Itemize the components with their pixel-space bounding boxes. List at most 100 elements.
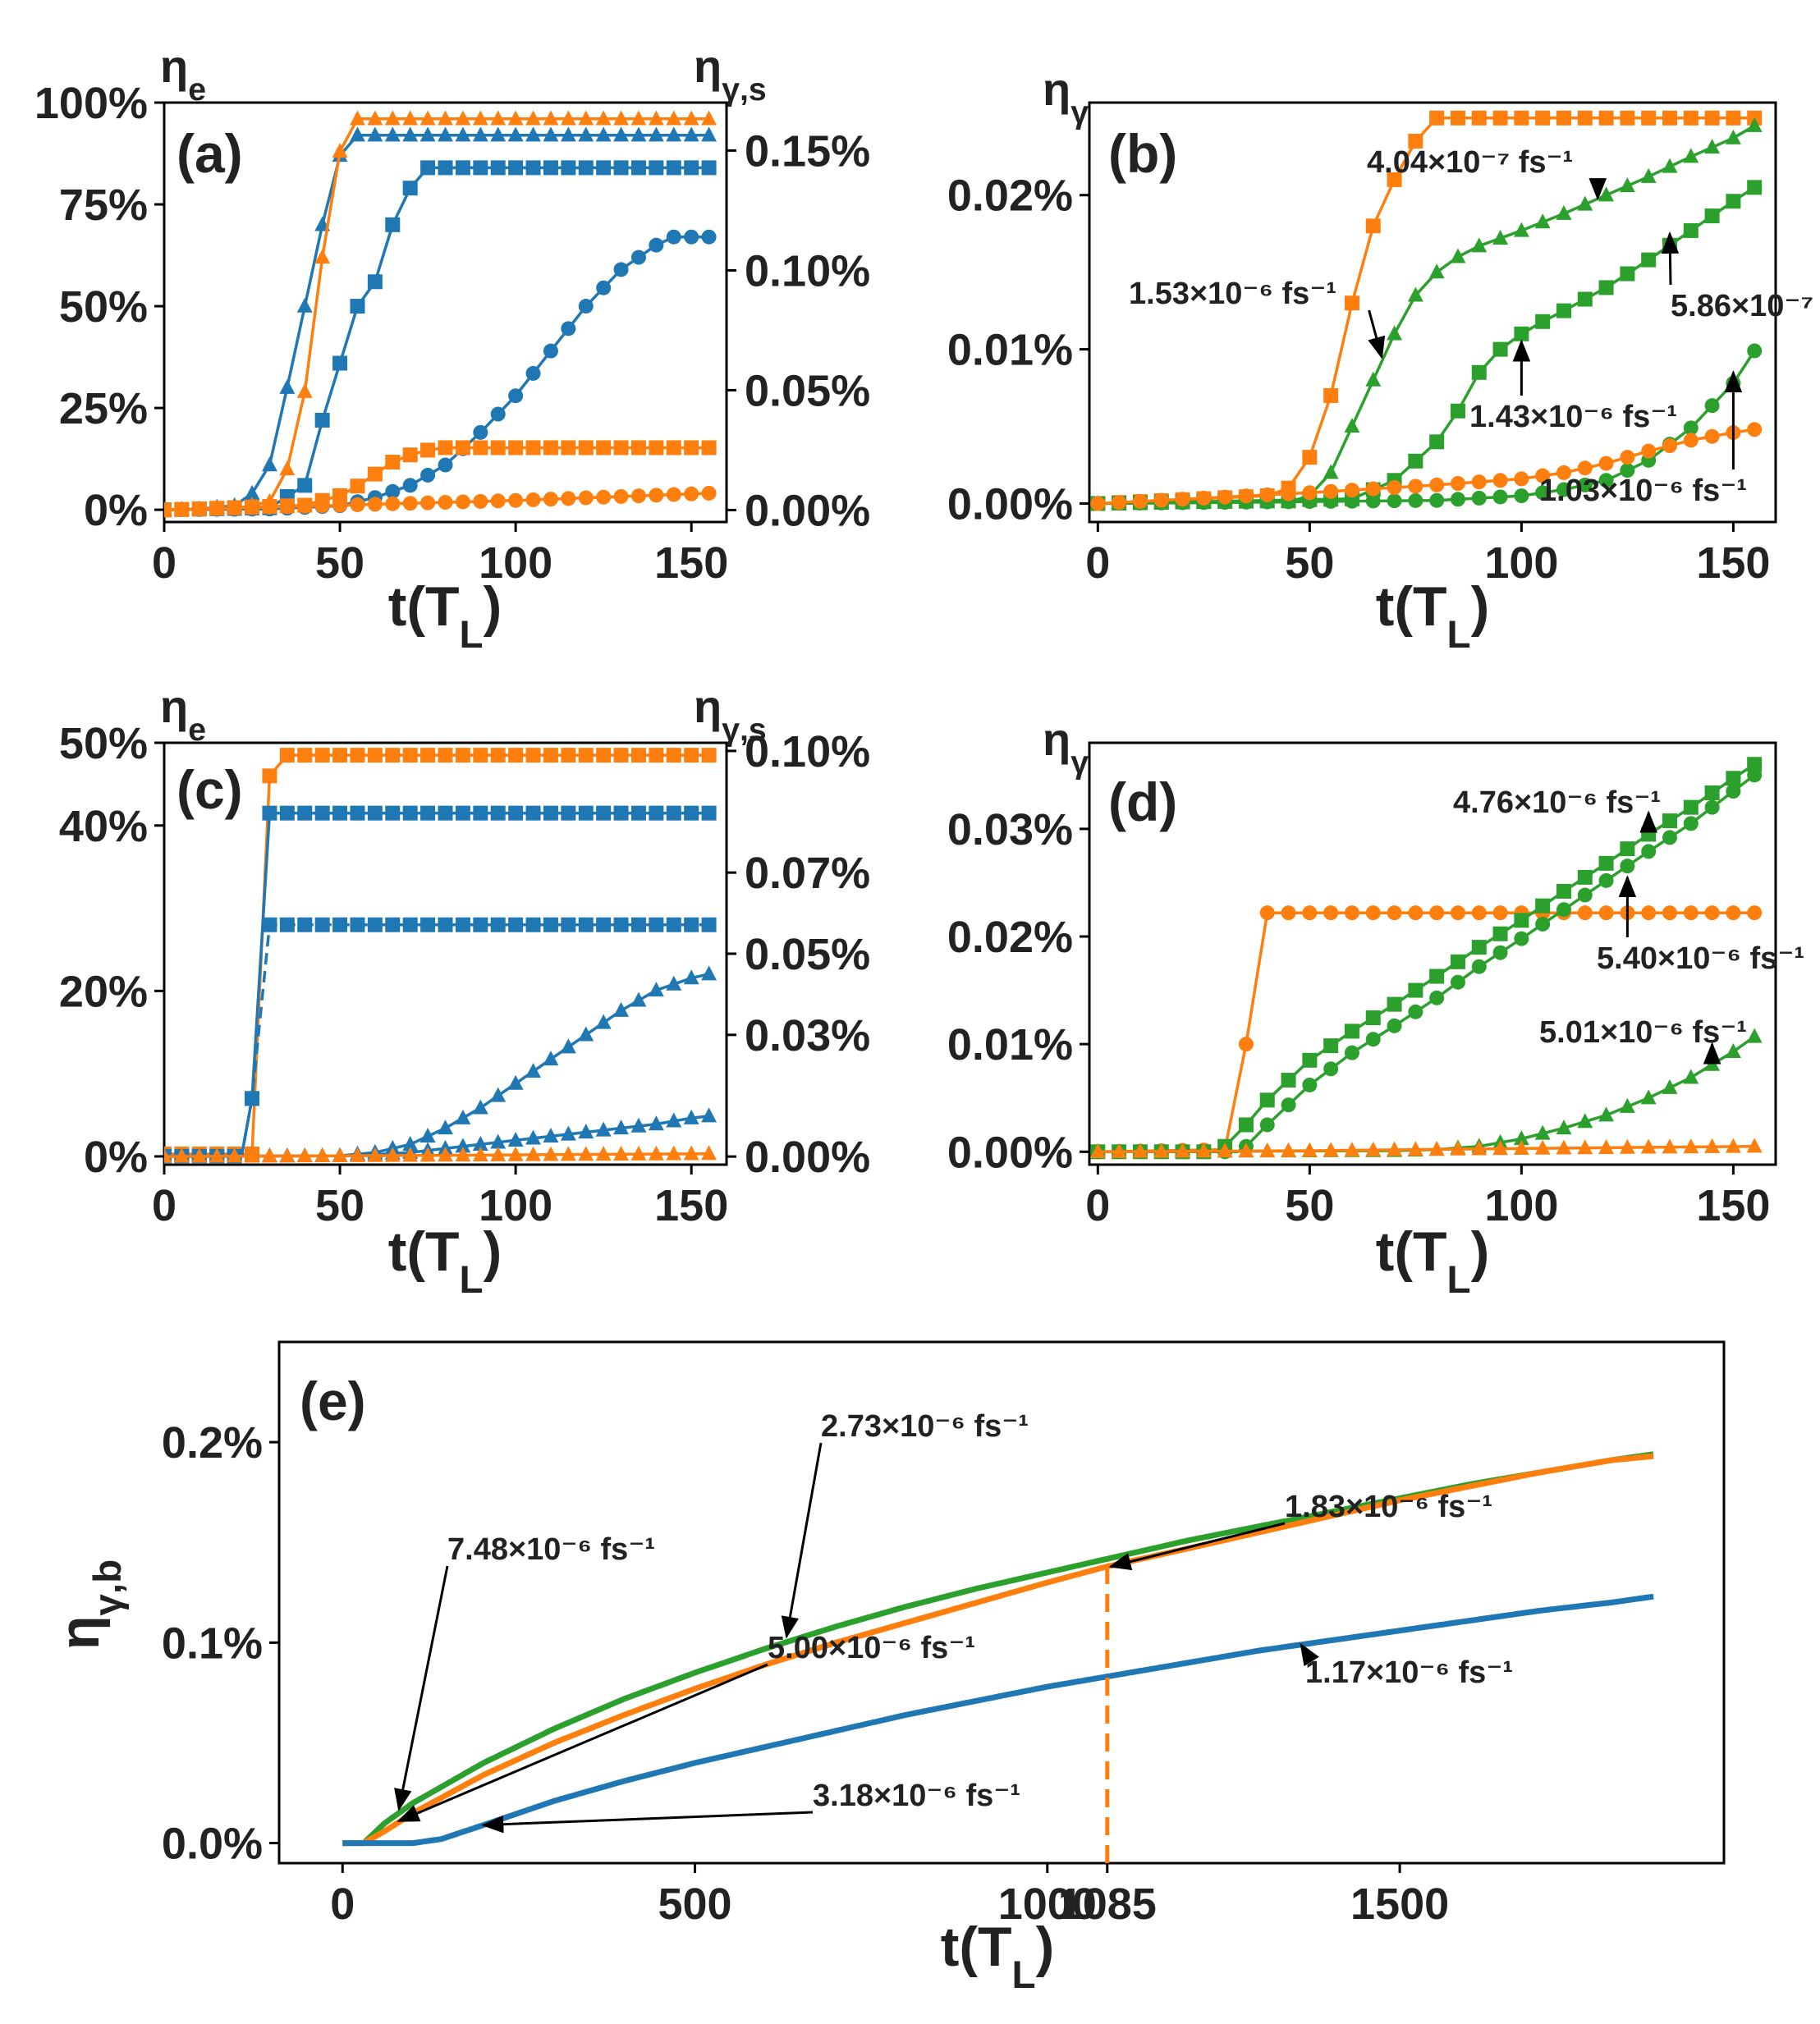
data-point: [1640, 1089, 1657, 1105]
data-point: [438, 110, 453, 126]
data-point: [297, 478, 313, 493]
data-point: [1535, 468, 1551, 483]
annotation-label: 1.03×10⁻⁶ fs⁻¹: [1539, 474, 1747, 508]
x-tick-label: 150: [654, 538, 728, 588]
data-point: [1429, 477, 1445, 492]
data-point: [1683, 1069, 1699, 1084]
data-point: [1238, 488, 1254, 504]
data-point: [1492, 110, 1508, 126]
y-tick-label: 0.00%: [947, 479, 1073, 529]
data-point: [1429, 968, 1445, 984]
data-point: [367, 126, 383, 142]
data-point: [438, 748, 453, 763]
data-point: [1662, 830, 1677, 845]
data-point: [525, 1062, 541, 1078]
panel-c: 0 50 100 150 0% 20% 40% 50% 0.00% 0.03% 0.05% 0.07%…: [59, 680, 870, 1302]
data-point: [507, 110, 524, 126]
data-point: [1301, 1142, 1318, 1157]
data-point: [314, 412, 330, 428]
data-point: [332, 497, 348, 513]
data-point: [490, 110, 507, 126]
data-point: [1450, 974, 1465, 990]
data-point: [1577, 195, 1593, 211]
data-point: [1704, 1138, 1721, 1153]
panel-label: (e): [300, 1371, 366, 1431]
annotation-label: 2.73×10⁻⁶ fs⁻¹: [821, 1409, 1029, 1444]
y-tick-label: 0%: [84, 1133, 148, 1182]
data-point: [279, 805, 295, 821]
data-point: [1513, 1139, 1529, 1155]
data-point: [244, 1147, 260, 1163]
data-point: [438, 440, 453, 456]
data-point: [350, 497, 365, 512]
data-point: [543, 805, 558, 821]
data-point: [244, 484, 260, 500]
data-point: [560, 1038, 576, 1054]
data-point: [1641, 443, 1657, 459]
data-point: [1281, 905, 1296, 921]
data-point: [1302, 905, 1318, 921]
panel-d: 0 50 100 150 0.00% 0.01% 0.02% 0.03% 4.76×10⁻⁶ f…: [947, 713, 1804, 1302]
data-point: [1683, 148, 1699, 163]
data-point: [1365, 371, 1382, 387]
data-point: [490, 440, 506, 456]
data-point: [385, 748, 401, 763]
plot-area: [1089, 110, 1763, 511]
data-point: [1726, 905, 1741, 921]
data-point: [543, 1128, 559, 1143]
panel-a: 0 50 100 150 0% 25% 50% 75% 100% 0.00% 0.05% 0.10% 0…: [34, 40, 870, 657]
y-tick-label: 0.03%: [947, 805, 1073, 854]
data-point: [420, 805, 436, 821]
data-point: [209, 501, 225, 516]
data-point: [385, 805, 401, 821]
x-tick-label: 100: [479, 538, 552, 588]
annotation-arrow: [1108, 1522, 1286, 1571]
data-point: [472, 110, 488, 126]
data-point: [561, 160, 576, 176]
data-point: [508, 160, 524, 176]
data-point: [630, 440, 646, 456]
data-point: [543, 1051, 559, 1066]
data-point: [1620, 463, 1635, 479]
axes-frame: [1088, 741, 1777, 1166]
data-point: [1132, 493, 1148, 509]
data-point: [1238, 1142, 1254, 1157]
data-point: [1683, 905, 1699, 921]
data-point: [1344, 1023, 1359, 1039]
data-point: [1514, 931, 1529, 946]
data-point: [420, 442, 436, 458]
data-point: [596, 280, 612, 295]
data-point: [1725, 1138, 1741, 1153]
data-point: [1428, 1141, 1445, 1156]
data-point: [279, 378, 296, 394]
data-point: [490, 126, 507, 142]
data-point: [1408, 1004, 1423, 1019]
data-point: [701, 485, 717, 501]
x-tick-label: 0: [330, 1880, 355, 1929]
y-tick-label: 0.01%: [947, 1020, 1073, 1069]
data-point: [173, 1147, 190, 1163]
data-point: [1662, 813, 1677, 829]
data-point: [1365, 905, 1381, 921]
data-point: [402, 1147, 419, 1162]
data-point: [1704, 1056, 1721, 1071]
data-point: [262, 499, 277, 515]
data-point: [649, 748, 664, 763]
data-point: [684, 486, 699, 501]
data-point: [438, 126, 453, 142]
data-point: [561, 805, 576, 821]
y-tick-label: 50%: [59, 282, 148, 332]
y-tick-label: 100%: [34, 79, 148, 128]
data-point: [1598, 1139, 1615, 1155]
annotation-label: 4.04×10⁻⁷ fs⁻¹: [1367, 145, 1573, 180]
annotation-arrow: [1661, 231, 1680, 286]
y-right-tick-label: 0.00%: [745, 1133, 870, 1182]
series-line: [164, 235, 709, 511]
data-point: [560, 1125, 576, 1141]
data-point: [543, 917, 558, 932]
data-point: [367, 1147, 383, 1162]
data-point: [578, 1026, 594, 1042]
data-point: [648, 110, 664, 126]
data-point: [683, 1145, 699, 1161]
data-point: [1619, 1138, 1635, 1154]
